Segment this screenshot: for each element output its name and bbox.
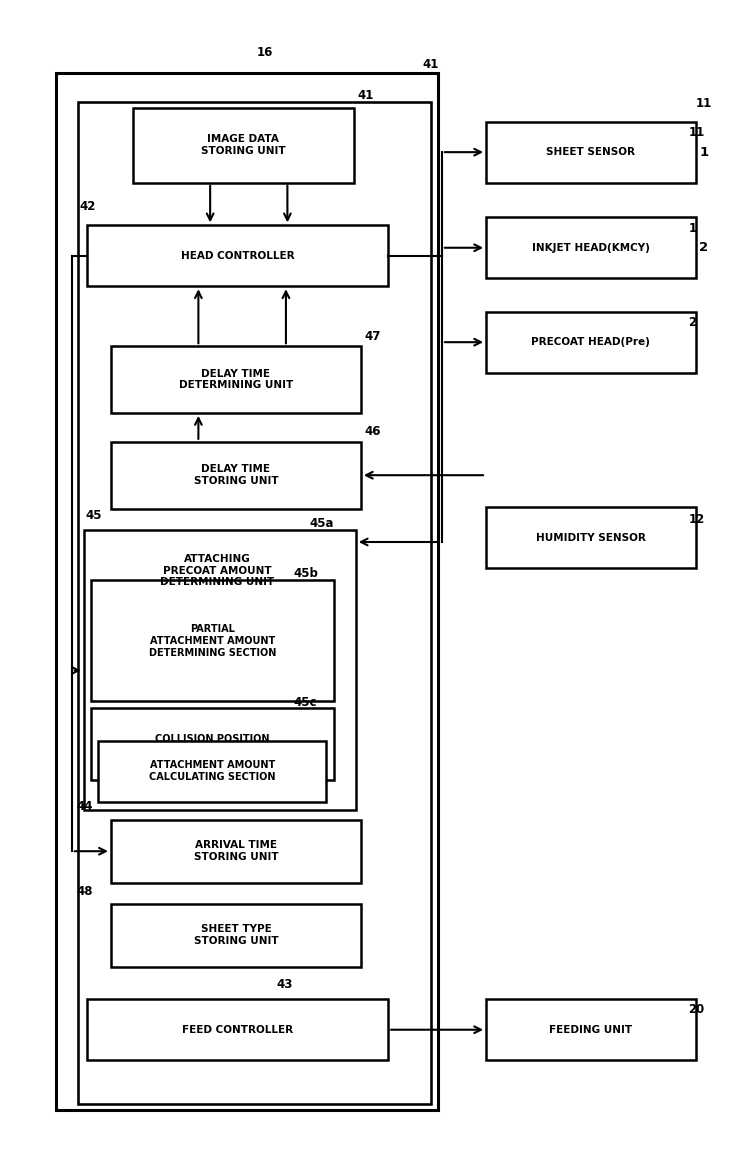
Bar bbox=[111, 346, 361, 413]
Text: 41: 41 bbox=[422, 58, 438, 71]
Text: 42: 42 bbox=[79, 200, 95, 212]
Text: 48: 48 bbox=[77, 885, 93, 898]
Bar bbox=[111, 442, 361, 508]
Text: ATTACHMENT AMOUNT
CALCULATING SECTION: ATTACHMENT AMOUNT CALCULATING SECTION bbox=[149, 760, 275, 782]
Bar bbox=[86, 225, 388, 287]
Bar bbox=[486, 122, 696, 182]
Bar bbox=[486, 507, 696, 568]
Text: 41: 41 bbox=[357, 89, 373, 102]
Bar bbox=[91, 708, 334, 781]
Bar bbox=[91, 580, 334, 701]
Text: 47: 47 bbox=[365, 329, 381, 342]
Text: IMAGE DATA
STORING UNIT: IMAGE DATA STORING UNIT bbox=[201, 135, 286, 157]
Bar bbox=[98, 741, 327, 803]
Text: ARRIVAL TIME
STORING UNIT: ARRIVAL TIME STORING UNIT bbox=[193, 840, 278, 862]
Bar bbox=[486, 312, 696, 372]
Text: DELAY TIME
STORING UNIT: DELAY TIME STORING UNIT bbox=[193, 464, 278, 486]
Text: COLLISION POSITION
DETERMINING SECTION: COLLISION POSITION DETERMINING SECTION bbox=[149, 734, 276, 755]
Bar bbox=[111, 904, 361, 967]
Text: FEED CONTROLLER: FEED CONTROLLER bbox=[182, 1024, 293, 1035]
Text: 46: 46 bbox=[365, 426, 381, 438]
Text: 20: 20 bbox=[688, 1003, 705, 1016]
Bar bbox=[111, 820, 361, 883]
Bar bbox=[83, 530, 356, 811]
Bar bbox=[86, 999, 388, 1060]
Text: 45c: 45c bbox=[293, 696, 317, 709]
Text: 2: 2 bbox=[699, 241, 708, 254]
Text: INKJET HEAD(KMCY): INKJET HEAD(KMCY) bbox=[532, 242, 650, 253]
Text: FEEDING UNIT: FEEDING UNIT bbox=[549, 1024, 632, 1035]
Bar bbox=[486, 999, 696, 1060]
Text: DELAY TIME
DETERMINING UNIT: DELAY TIME DETERMINING UNIT bbox=[179, 369, 293, 391]
Text: 45: 45 bbox=[85, 509, 102, 522]
Bar bbox=[133, 108, 353, 182]
Bar bbox=[486, 217, 696, 278]
Text: 45b: 45b bbox=[293, 567, 318, 580]
Text: SHEET TYPE
STORING UNIT: SHEET TYPE STORING UNIT bbox=[193, 925, 278, 947]
Text: 43: 43 bbox=[276, 978, 292, 991]
Text: 16: 16 bbox=[257, 46, 274, 59]
Text: 2: 2 bbox=[688, 316, 696, 329]
Bar bbox=[56, 73, 438, 1110]
Text: PRECOAT HEAD(Pre): PRECOAT HEAD(Pre) bbox=[531, 338, 650, 347]
Text: HUMIDITY SENSOR: HUMIDITY SENSOR bbox=[536, 532, 646, 543]
Text: 45a: 45a bbox=[310, 517, 334, 530]
Text: 11: 11 bbox=[688, 126, 705, 139]
Text: HEAD CONTROLLER: HEAD CONTROLLER bbox=[181, 251, 294, 261]
Text: ATTACHING
PRECOAT AMOUNT
DETERMINING UNIT: ATTACHING PRECOAT AMOUNT DETERMINING UNI… bbox=[161, 554, 275, 587]
Text: 1: 1 bbox=[688, 222, 696, 234]
Text: SHEET SENSOR: SHEET SENSOR bbox=[546, 147, 635, 157]
Text: 12: 12 bbox=[688, 513, 705, 525]
Text: 1: 1 bbox=[699, 146, 708, 159]
Text: 44: 44 bbox=[77, 799, 93, 813]
Text: 11: 11 bbox=[696, 97, 712, 110]
Bar bbox=[77, 102, 431, 1104]
Text: PARTIAL
ATTACHMENT AMOUNT
DETERMINING SECTION: PARTIAL ATTACHMENT AMOUNT DETERMINING SE… bbox=[149, 624, 276, 658]
